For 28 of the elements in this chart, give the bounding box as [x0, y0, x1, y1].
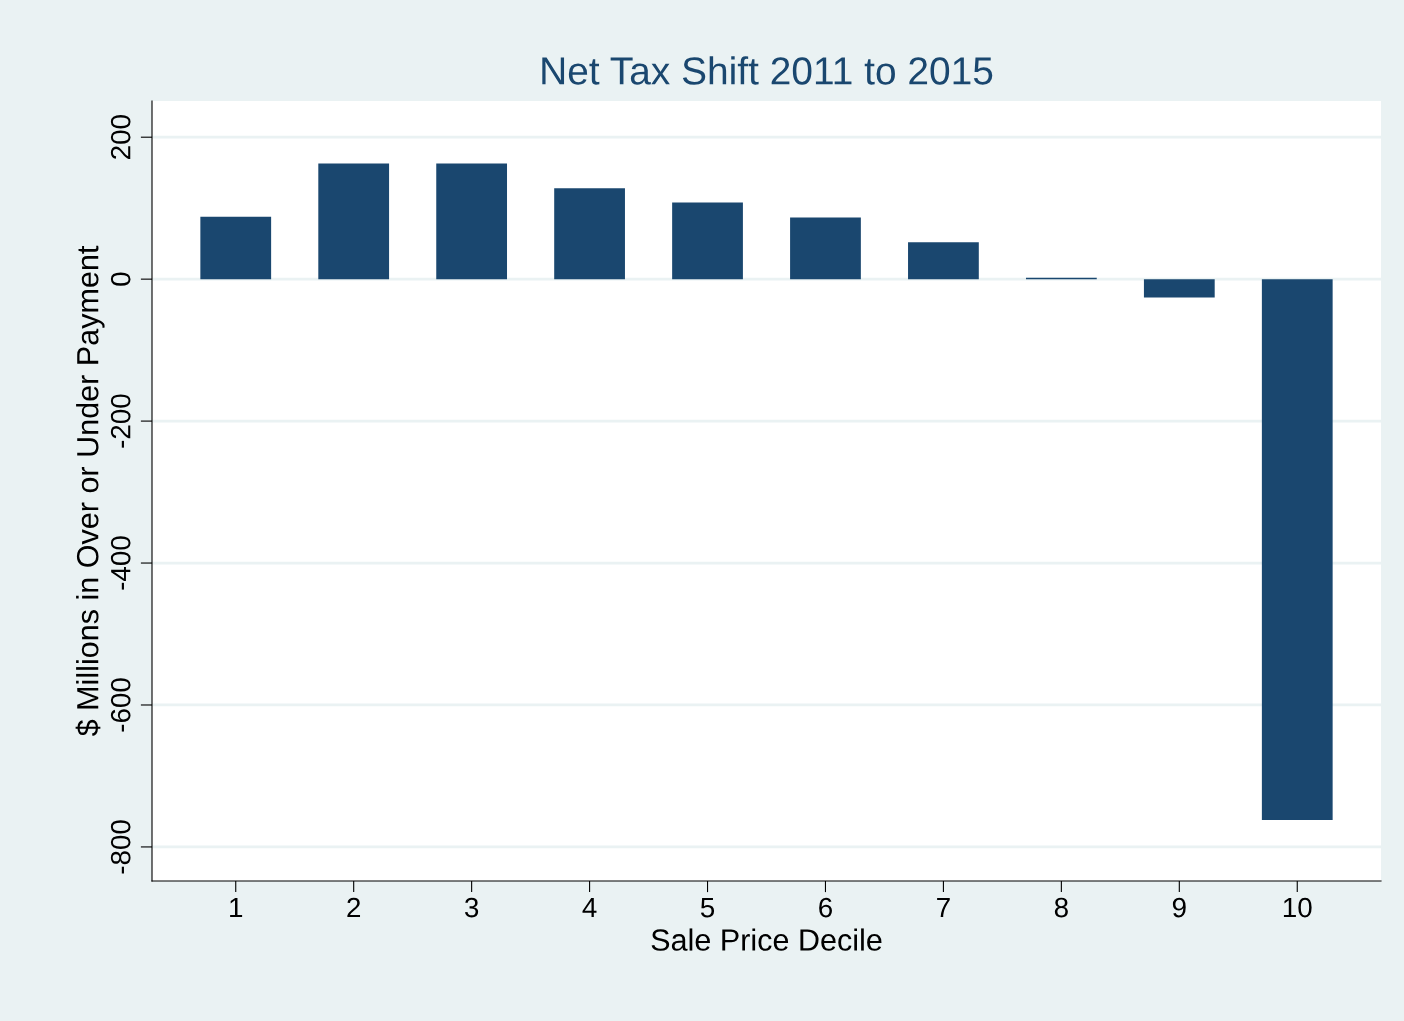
- x-tick-label: 1: [230, 897, 243, 918]
- y-axis-title: $ Millions in Over or Under Payment: [75, 245, 105, 737]
- y-tick-label: -400: [110, 536, 131, 590]
- x-tick-label: 5: [700, 897, 715, 918]
- x-tick-label: 4: [582, 897, 597, 918]
- bar: [908, 242, 979, 280]
- x-tick-label: 7: [937, 897, 950, 918]
- y-tick-label: -200: [110, 394, 131, 448]
- x-tick-label: 10: [1283, 897, 1312, 918]
- chart-title: Net Tax Shift 2011 to 2015: [542, 56, 993, 85]
- bar: [1143, 279, 1215, 298]
- x-tick-label: 6: [819, 897, 832, 918]
- bar: [672, 202, 743, 280]
- bar: [318, 163, 390, 280]
- x-axis-title: Sale Price Decile: [651, 928, 882, 951]
- x-tick-label: 8: [1054, 897, 1068, 918]
- y-tick-label: -600: [110, 678, 131, 732]
- bar: [200, 216, 272, 280]
- x-tick-label: 2: [347, 897, 361, 918]
- bar: [554, 188, 625, 280]
- bar: [1261, 279, 1333, 820]
- bar: [436, 163, 508, 280]
- y-tick-label: 200: [110, 115, 131, 159]
- bar: [790, 217, 861, 280]
- y-tick-label: -800: [110, 820, 131, 874]
- y-tick-label: 0: [110, 272, 131, 286]
- x-tick-label: 3: [464, 897, 479, 918]
- x-tick-label: 9: [1172, 897, 1186, 918]
